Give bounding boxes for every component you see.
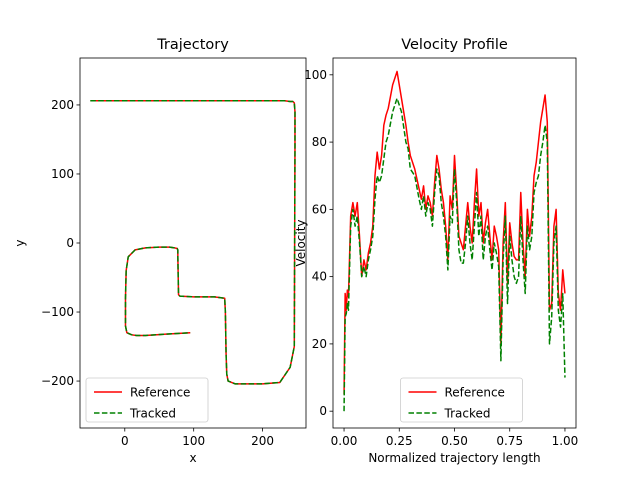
velocity-y-tick-label: 40 bbox=[312, 270, 327, 284]
trajectory-y-tick-label: −100 bbox=[41, 305, 74, 319]
velocity-x-tick-label: 0.25 bbox=[386, 434, 413, 448]
velocity-x-axis-label: Normalized trajectory length bbox=[368, 451, 540, 465]
trajectory-series-tracked-line bbox=[90, 100, 296, 385]
velocity-legend-box bbox=[400, 377, 523, 423]
velocity-x-tick-label: 0.75 bbox=[496, 434, 523, 448]
trajectory-panel: 0 100 200 −200 −100 0 100 200 Trajectory x y Refere… bbox=[13, 37, 307, 465]
velocity-legend-label-reference: Reference bbox=[445, 386, 505, 400]
trajectory-y-axis-label: y bbox=[13, 239, 27, 246]
velocity-y-tick-label: 60 bbox=[312, 202, 327, 216]
trajectory-x-tick-label: 0 bbox=[121, 434, 129, 448]
trajectory-legend-box bbox=[85, 377, 209, 423]
velocity-y-tick-label: 100 bbox=[304, 68, 327, 82]
trajectory-legend: Reference Tracked bbox=[85, 377, 209, 423]
velocity-y-tick-label: 0 bbox=[319, 404, 327, 418]
velocity-x-tick-label: 1.00 bbox=[552, 434, 579, 448]
trajectory-y-tick-label: 0 bbox=[66, 236, 74, 250]
velocity-profile-panel: 0.00 0.25 0.50 0.75 1.00 0 20 40 60 80 100 Velocity… bbox=[294, 37, 578, 465]
trajectory-y-tick-label: 200 bbox=[51, 98, 74, 112]
trajectory-y-tick-label: 100 bbox=[51, 167, 74, 181]
velocity-x-tick-label: 0.00 bbox=[331, 434, 358, 448]
trajectory-x-tick-label: 100 bbox=[182, 434, 205, 448]
velocity-series-tracked-line bbox=[343, 97, 566, 412]
trajectory-legend-label-tracked: Tracked bbox=[129, 407, 176, 421]
velocity-x-tick-label: 0.50 bbox=[441, 434, 468, 448]
velocity-y-tick-label: 20 bbox=[312, 337, 327, 351]
trajectory-y-tick-label: −200 bbox=[41, 374, 74, 388]
velocity-chart-title: Velocity Profile bbox=[401, 37, 508, 53]
velocity-y-tick-label: 80 bbox=[312, 135, 327, 149]
velocity-legend-label-tracked: Tracked bbox=[444, 407, 491, 421]
trajectory-x-tick-label: 200 bbox=[251, 434, 274, 448]
trajectory-x-axis-label: x bbox=[189, 451, 196, 465]
trajectory-chart-title: Trajectory bbox=[156, 37, 229, 53]
trajectory-legend-label-reference: Reference bbox=[130, 386, 190, 400]
velocity-y-axis-label: Velocity bbox=[294, 219, 308, 266]
velocity-legend: Reference Tracked bbox=[400, 377, 523, 423]
